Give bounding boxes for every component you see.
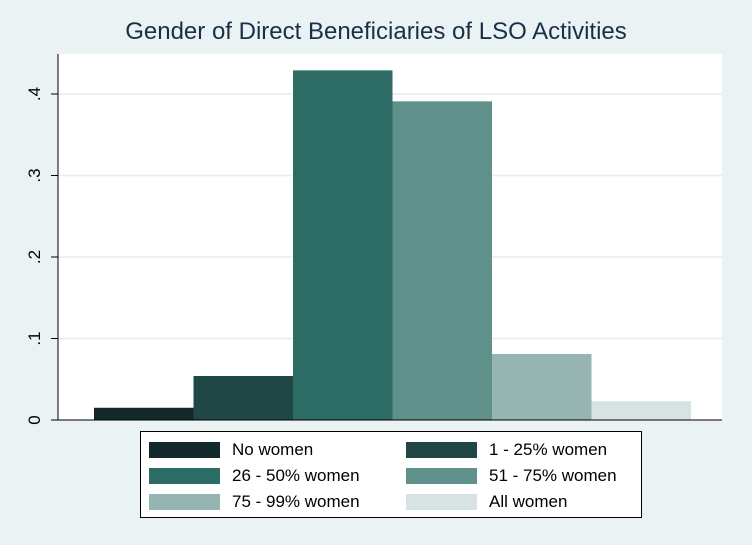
legend-label: 75 - 99% women [232, 492, 360, 511]
bars [94, 70, 691, 421]
legend-swatch [149, 442, 220, 458]
legend-swatch [149, 468, 220, 484]
legend-swatch [406, 468, 477, 484]
legend-swatch [149, 494, 220, 510]
bar-1-25-women [193, 375, 293, 420]
chart-title: Gender of Direct Beneficiaries of LSO Ac… [125, 18, 627, 45]
bar-no-women [94, 407, 194, 420]
y-tick-label: .3 [25, 168, 44, 182]
y-tick-label: .1 [25, 331, 44, 345]
y-tick-label: .4 [25, 87, 44, 101]
legend-label: All women [489, 492, 568, 511]
legend-swatch [406, 494, 477, 510]
legend-label: 1 - 25% women [489, 440, 608, 459]
bar-26-50-women [293, 70, 393, 421]
y-tick-label: .2 [25, 250, 44, 264]
y-ticks: 0 .1 .2 .3 .4 [25, 87, 58, 425]
bar-75-99-women [492, 353, 592, 420]
legend-label: No women [232, 440, 314, 459]
legend: No women 1 - 25% women 26 - 50% women 51 - … [140, 431, 642, 518]
bar-chart: 0 .1 .2 .3 .4 [25, 54, 722, 425]
legend-swatch [406, 442, 477, 458]
y-tick-label: 0 [25, 415, 44, 424]
legend-label: 26 - 50% women [232, 466, 360, 485]
legend-label: 51 - 75% women [489, 466, 617, 485]
bar-51-75-women [392, 101, 492, 421]
bar-all-women [591, 401, 691, 420]
